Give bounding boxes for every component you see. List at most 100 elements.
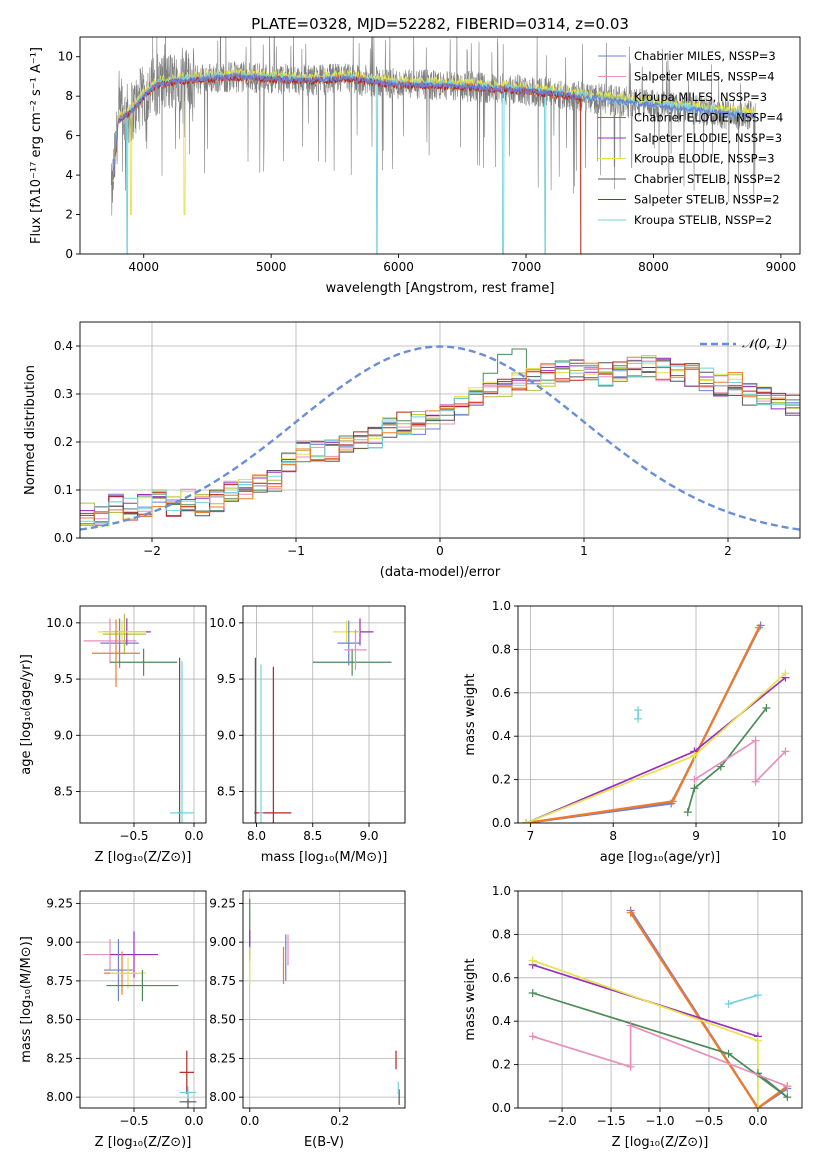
residual-histogram-panel: 𝒩(0, 1) −2 −1 0 1 2 0.0 0.1 0.2 0.3 0.4 (data-model… <box>23 321 801 580</box>
mass-weight-line-4 <box>686 707 768 813</box>
y-tick-label: 4 <box>65 168 73 182</box>
y-tick-label: 0.6 <box>492 686 511 700</box>
mass-weight-marker <box>528 1032 537 1041</box>
y-axis-label: mass [log₁₀(M/M⊙)] <box>19 936 34 1063</box>
axes-frame <box>79 605 207 824</box>
x-tick-label: 10 <box>771 829 786 843</box>
x-axis-label: E(B-V) <box>304 1135 344 1150</box>
error-bar-point-6 <box>179 1050 194 1095</box>
error-bar-point-3 <box>110 648 178 676</box>
mass-weight-marker <box>528 956 537 965</box>
y-tick-label: 0.2 <box>54 435 73 449</box>
x-axis-label: Z [log₁₀(Z/Z⊙)] <box>612 1135 709 1150</box>
plot-area <box>249 898 400 1105</box>
error-bar-point-3 <box>337 620 360 666</box>
x-axis-label: mass [log₁₀(M/M⊙)] <box>261 850 388 865</box>
mass-weight-marker <box>626 1062 635 1071</box>
x-tick-label: 9.0 <box>359 829 378 843</box>
x-tick-label: 8.0 <box>247 829 266 843</box>
mass-weight-marker <box>754 623 763 632</box>
y-tick-label: 9.25 <box>209 896 236 910</box>
mass-weight-marker <box>783 1093 792 1102</box>
y-tick-label: 10.0 <box>209 616 236 630</box>
x-tick-label: 9 <box>692 829 700 843</box>
x-tick-label: 0.0 <box>184 1114 203 1128</box>
x-axis-label: (data-model)/error <box>380 565 501 580</box>
mass-weight-marker <box>690 751 699 760</box>
legend-label: Kroupa ELODIE, NSSP=3 <box>634 152 775 166</box>
x-tick-label: 7000 <box>511 260 542 274</box>
y-axis-label: mass weight <box>463 958 478 1040</box>
legend-label: Chabrier ELODIE, NSSP=4 <box>634 111 783 125</box>
axes-frame <box>242 605 406 824</box>
y-axis-label: age [log₁₀(age/yr)] <box>19 654 34 775</box>
y-tick-label: 9.00 <box>46 935 73 949</box>
y-tick-label: 0.0 <box>492 816 511 830</box>
x-tick-label: −2 <box>143 544 161 558</box>
y-tick-label: 9.5 <box>54 672 73 686</box>
x-tick-label: 8000 <box>638 260 669 274</box>
legend-label: Salpeter MILES, NSSP=4 <box>634 70 775 84</box>
x-tick-label: 0.0 <box>748 1114 767 1128</box>
y-tick-label: 8 <box>65 89 73 103</box>
mass-weight-marker <box>783 1082 792 1091</box>
x-tick-label: 9000 <box>766 260 797 274</box>
x-tick-label: −0.5 <box>119 829 148 843</box>
x-tick-label: 2 <box>724 544 732 558</box>
age-vs-mass-panel: 8.0 8.5 9.0 8.5 9.0 9.5 10.0 mass [log₁₀(M/M⊙)] <box>209 605 406 865</box>
error-bar-point-5 <box>106 970 179 1002</box>
axes-frame <box>79 36 801 255</box>
error-bar-point-2 <box>102 613 146 655</box>
error-bar-point-0 <box>312 648 392 676</box>
error-bar-point-1 <box>83 618 137 664</box>
mass-weight-line-6 <box>728 994 759 1005</box>
model-spectrum-line-4 <box>112 72 756 180</box>
y-tick-label: 0.6 <box>492 971 511 985</box>
mass-weight-marker <box>753 1036 762 1045</box>
x-tick-label: 1 <box>580 544 588 558</box>
y-tick-label: 8.75 <box>46 974 73 988</box>
axes-frame <box>79 890 207 1109</box>
mass-weight-marker <box>724 1049 733 1058</box>
plot-area <box>80 345 800 531</box>
mass-weight-marker <box>716 762 725 771</box>
axes-frame <box>242 890 406 1109</box>
mass-weight-marker <box>751 777 760 786</box>
mass-weight-marker <box>634 714 643 723</box>
y-tick-label: 8.25 <box>46 1051 73 1065</box>
legend-label: Salpeter ELODIE, NSSP=3 <box>634 131 782 145</box>
y-tick-label: 9.00 <box>209 935 236 949</box>
plot-area <box>522 621 790 823</box>
y-tick-label: 9.0 <box>54 728 73 742</box>
mass-weight-line-1 <box>629 912 788 1108</box>
error-bar-point-5 <box>98 620 146 644</box>
y-tick-label: 8.5 <box>54 785 73 799</box>
error-bar-point-7 <box>258 664 264 823</box>
spectrum-panel: Chabrier MILES, NSSP=3 Salpeter MILES, NS… <box>29 36 801 296</box>
y-tick-label: 2 <box>65 208 73 222</box>
age-vs-metallicity-panel: −0.5 0.0 8.5 9.0 9.5 10.0 Z [log₁₀(Z/Z⊙)] age [… <box>19 605 207 865</box>
plot-area <box>83 931 197 1108</box>
error-bar-point-4 <box>344 629 367 671</box>
axes-frame <box>517 605 803 824</box>
legend-label: Kroupa STELIB, NSSP=2 <box>634 213 772 227</box>
mass-weight-marker <box>781 669 790 678</box>
mass-weight-marker <box>683 808 692 817</box>
y-tick-label: 0.3 <box>54 387 73 401</box>
y-tick-label: 0.1 <box>54 483 73 497</box>
mass-weight-marker <box>634 706 643 715</box>
x-tick-label: 0 <box>436 544 444 558</box>
error-bar-point-8 <box>170 661 194 823</box>
legend-label: Salpeter STELIB, NSSP=2 <box>634 193 780 207</box>
x-tick-label: 6000 <box>383 260 414 274</box>
mass-vs-extinction-panel: 0.0 0.2 8.00 8.25 8.50 8.75 9.00 9.25 E(B-V) <box>209 890 406 1150</box>
y-tick-label: 0.2 <box>492 1058 511 1072</box>
y-tick-label: 0.0 <box>492 1101 511 1115</box>
x-tick-label: 7 <box>527 829 535 843</box>
y-axis-label: mass weight <box>463 673 478 755</box>
mass-weight-marker <box>753 1104 762 1108</box>
mass-weight-marker <box>668 797 677 806</box>
mass-weight-marker <box>690 775 699 784</box>
y-tick-label: 0.8 <box>492 927 511 941</box>
